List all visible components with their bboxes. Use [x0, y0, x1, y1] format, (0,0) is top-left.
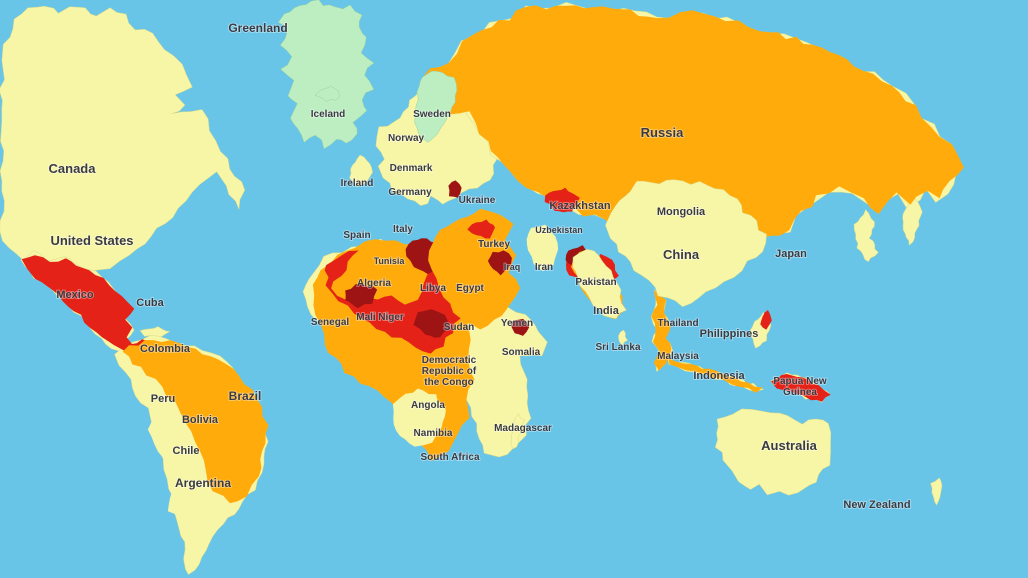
svg-text:Turkey: Turkey [478, 239, 510, 250]
svg-text:Indonesia: Indonesia [693, 370, 745, 382]
svg-text:Cuba: Cuba [136, 297, 164, 309]
svg-text:Germany: Germany [388, 187, 432, 198]
svg-text:Uzbekistan: Uzbekistan [535, 225, 583, 235]
svg-text:Peru: Peru [151, 393, 175, 405]
svg-text:Mexico: Mexico [56, 289, 94, 301]
svg-text:Malaysia: Malaysia [657, 351, 699, 362]
svg-text:Iraq: Iraq [504, 262, 521, 272]
svg-text:Japan: Japan [775, 248, 807, 260]
svg-text:Yemen: Yemen [501, 318, 533, 329]
svg-text:Iceland: Iceland [311, 109, 345, 120]
svg-text:Philippines: Philippines [700, 328, 759, 340]
svg-text:Canada: Canada [49, 161, 97, 176]
svg-text:Ukraine: Ukraine [459, 195, 496, 206]
svg-text:Kazakhstan: Kazakhstan [549, 200, 610, 212]
svg-text:Ireland: Ireland [341, 178, 374, 189]
svg-text:Spain: Spain [343, 230, 370, 241]
svg-text:Mongolia: Mongolia [657, 206, 706, 218]
svg-text:Iran: Iran [535, 262, 553, 273]
svg-text:Brazil: Brazil [229, 389, 262, 403]
svg-text:Sri Lanka: Sri Lanka [595, 342, 640, 353]
svg-text:Sweden: Sweden [413, 109, 451, 120]
svg-text:Argentina: Argentina [175, 476, 231, 490]
svg-text:New Zealand: New Zealand [843, 499, 910, 511]
svg-text:Pakistan: Pakistan [575, 277, 616, 288]
svg-text:Madagascar: Madagascar [494, 423, 552, 434]
svg-text:Angola: Angola [411, 400, 445, 411]
svg-text:Denmark: Denmark [390, 163, 433, 174]
svg-text:Chile: Chile [173, 445, 200, 457]
svg-text:Algeria: Algeria [357, 278, 391, 289]
svg-text:Senegal: Senegal [311, 317, 350, 328]
svg-text:Niger: Niger [378, 312, 404, 323]
svg-text:Sudan: Sudan [444, 322, 475, 333]
svg-text:South Africa: South Africa [420, 452, 480, 463]
svg-text:United States: United States [50, 233, 133, 248]
svg-text:China: China [663, 247, 700, 262]
svg-text:Italy: Italy [393, 224, 413, 235]
svg-text:Libya: Libya [420, 283, 447, 294]
svg-text:Egypt: Egypt [456, 283, 484, 294]
svg-text:Norway: Norway [388, 133, 425, 144]
svg-text:Mali: Mali [356, 312, 376, 323]
svg-text:Colombia: Colombia [140, 343, 191, 355]
svg-text:Namibia: Namibia [414, 428, 453, 439]
svg-text:Somalia: Somalia [502, 347, 541, 358]
svg-text:Thailand: Thailand [657, 318, 698, 329]
svg-text:Greenland: Greenland [228, 21, 287, 35]
svg-text:Tunisia: Tunisia [374, 256, 406, 266]
svg-text:Australia: Australia [761, 438, 817, 453]
svg-text:India: India [593, 305, 620, 317]
svg-text:Russia: Russia [641, 125, 684, 140]
svg-text:Bolivia: Bolivia [182, 414, 219, 426]
